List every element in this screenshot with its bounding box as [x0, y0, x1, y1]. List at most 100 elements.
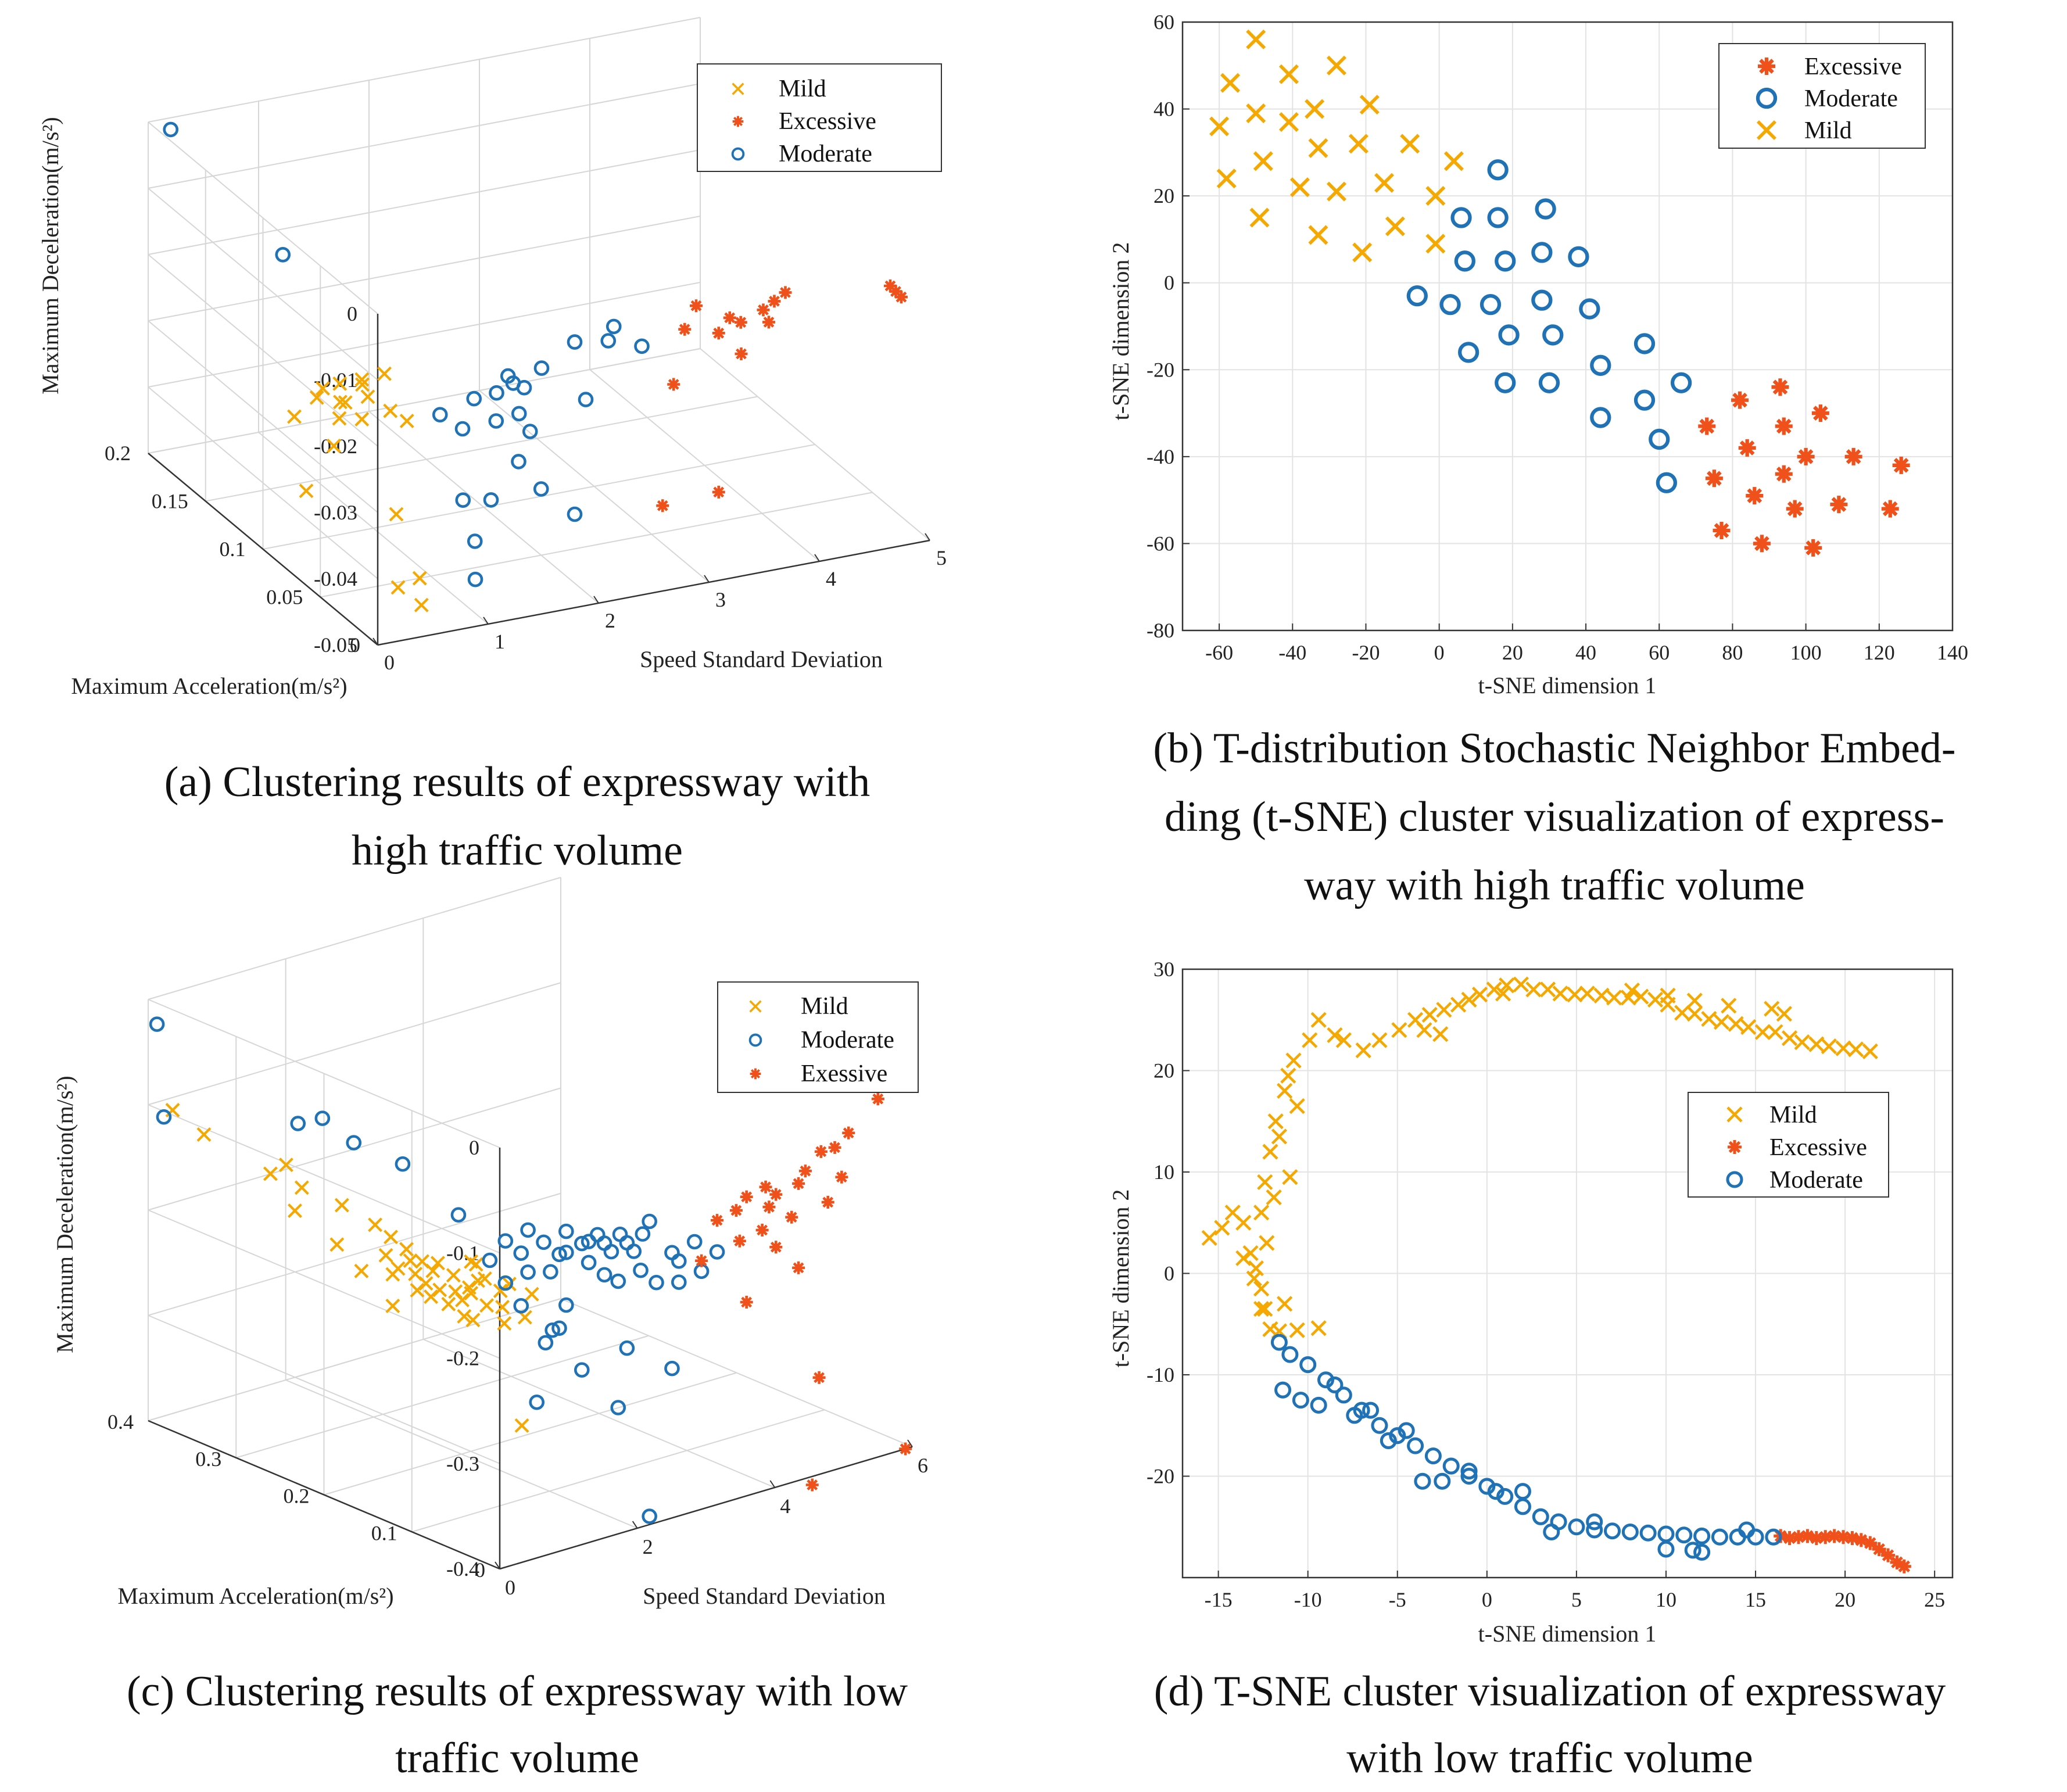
panel-a-point-moderate	[533, 360, 550, 376]
panel-d-point-mild	[1235, 1214, 1252, 1231]
panel-c-point-moderate	[544, 1322, 560, 1338]
panel-c-xtick-label: 4	[780, 1494, 790, 1518]
panel-a-legend-marker-excessive	[732, 116, 744, 127]
panel-b-point-excessive	[1786, 500, 1804, 518]
panel-a-point-moderate	[467, 533, 483, 549]
panel-d-point-mild	[1257, 1300, 1273, 1317]
panel-a-ztick-label: -0.05	[314, 633, 357, 657]
panel-a-point-mild	[399, 414, 414, 428]
panel-b-legend-item-2: Moderate	[1804, 85, 1898, 112]
panel-c-point-mild	[263, 1166, 278, 1181]
panel-d-marks	[1201, 976, 1911, 1574]
panel-c-point-moderate	[642, 1508, 657, 1524]
panel-c-point-exessive	[762, 1200, 776, 1214]
panel-a-caption-line-1: (a) Clustering results of expressway wit…	[164, 758, 870, 806]
panel-d-point-mild	[1335, 1032, 1352, 1048]
panel-d-point-mild	[1246, 1270, 1262, 1286]
panel-d-point-moderate	[1460, 1467, 1478, 1485]
panel-d-point-mild	[1371, 1032, 1388, 1048]
panel-c-point-mild	[497, 1316, 512, 1331]
panel-c-point-moderate	[395, 1156, 411, 1172]
panel-c-point-moderate	[610, 1273, 626, 1289]
panel-b-frame	[1181, 21, 1954, 632]
panel-b-point-moderate	[1495, 250, 1516, 272]
panel-a-point-moderate	[455, 492, 471, 508]
panel-a-xlabel: Speed Standard Deviation	[640, 646, 883, 672]
panel-d-xtick-label: 0	[1482, 1588, 1492, 1611]
panel-d-point-mild	[1285, 1052, 1302, 1069]
panel-c-marks	[149, 1016, 912, 1524]
panel-b-legend-symbols	[1756, 58, 1778, 141]
panel-d-point-mild	[1660, 987, 1676, 1003]
panel-c-point-moderate	[635, 1226, 651, 1242]
panel-a-legend-item-1: Mild	[779, 76, 826, 102]
panel-c-point-exessive	[792, 1177, 805, 1190]
panel-c-xtick-label: 2	[643, 1535, 653, 1558]
panel-d-point-mild	[1214, 1220, 1230, 1236]
panel-c-point-moderate	[612, 1226, 628, 1242]
panel-d-xtick-label: -10	[1294, 1588, 1322, 1611]
panel-d-ytick-label: 0	[1164, 1262, 1174, 1285]
panel-d-point-mild	[1416, 1022, 1432, 1038]
panel-d-legend-marker-excessive	[1728, 1140, 1742, 1154]
panel-a-xtick-label: 4	[826, 567, 836, 590]
panel-c-point-moderate	[346, 1135, 362, 1151]
panel-b-point-moderate	[1450, 207, 1472, 228]
panel-b-marks	[1209, 29, 1910, 557]
panel-b-xtick-label: 100	[1790, 641, 1822, 664]
panel-d-point-excessive	[1872, 1542, 1886, 1557]
panel-a-point-moderate	[606, 318, 622, 335]
panel-a-point-moderate	[511, 454, 526, 469]
panel-d-point-moderate	[1514, 1483, 1531, 1500]
panel-d-point-moderate	[1424, 1447, 1442, 1465]
panel-c-point-moderate	[671, 1253, 687, 1269]
panel-b-point-moderate	[1439, 293, 1461, 316]
panel-d-point-mild	[1674, 1005, 1690, 1021]
panel-b-point-moderate	[1531, 289, 1553, 311]
panel-d-point-moderate	[1586, 1521, 1603, 1539]
panel-d-legend-item-1: Mild	[1769, 1102, 1817, 1128]
panel-c-legend-item-1: Mild	[801, 993, 848, 1020]
panel-d-point-mild	[1253, 1205, 1270, 1221]
panel-d-point-mild	[1461, 991, 1477, 1008]
panel-c-legend-item-3: Exessive	[801, 1060, 887, 1087]
panel-a-legend-marker-mild	[732, 83, 744, 95]
panel-a-point-moderate	[634, 338, 650, 354]
panel-a-point-excessive	[667, 378, 680, 391]
panel-c-point-exessive	[785, 1210, 798, 1224]
panel-a-point-excessive	[779, 286, 792, 299]
panel-d-xtick-label: 25	[1924, 1588, 1945, 1611]
panel-c-ztick-label: -0.2	[446, 1347, 479, 1370]
panel-c-point-moderate	[538, 1335, 554, 1351]
panel-a-legend-symbols	[731, 83, 745, 161]
panel-b-point-mild	[1278, 112, 1299, 132]
panel-c-point-moderate	[626, 1243, 642, 1259]
panel-d-point-mild	[1391, 1022, 1407, 1038]
panel-d-point-moderate	[1270, 1334, 1288, 1351]
panel-d-point-mild	[1701, 1010, 1717, 1027]
panel-d-point-mild	[1821, 1038, 1837, 1055]
panel-a-point-mild	[327, 438, 341, 453]
panel-a-xtick-label: 2	[605, 609, 615, 632]
panel-b-point-moderate	[1590, 354, 1611, 376]
panel-b-ytick-label: -80	[1147, 619, 1174, 642]
panel-c-point-moderate	[709, 1244, 725, 1260]
panel-d-point-mild	[1302, 1032, 1318, 1048]
panel-b-ytick-label: 20	[1153, 184, 1174, 207]
panel-d-point-moderate	[1693, 1527, 1711, 1544]
panel-c-point-moderate	[513, 1298, 529, 1314]
panel-b-ytick-label: 60	[1153, 10, 1174, 34]
panel-a-xtick-label: 5	[936, 546, 947, 569]
panel-b-legend: Excessive Moderate Mild	[1718, 43, 1926, 149]
panel-b-point-excessive	[1775, 465, 1793, 483]
panel-a-point-mild	[383, 403, 398, 418]
panel-d-point-mild	[1686, 1006, 1703, 1022]
panel-d-point-mild	[1495, 985, 1511, 1002]
panel-b-xtick-label: -40	[1278, 641, 1306, 664]
panel-b: -60 -40 -20 0 20 40 60 80 100 120 140 -80 -60 -40 -20 0…	[1108, 10, 1968, 909]
panel-a-point-moderate	[467, 571, 483, 587]
panel-b-point-excessive	[1844, 447, 1862, 465]
panel-a-point-mild	[354, 412, 370, 427]
panel-c-point-mild	[368, 1217, 383, 1232]
